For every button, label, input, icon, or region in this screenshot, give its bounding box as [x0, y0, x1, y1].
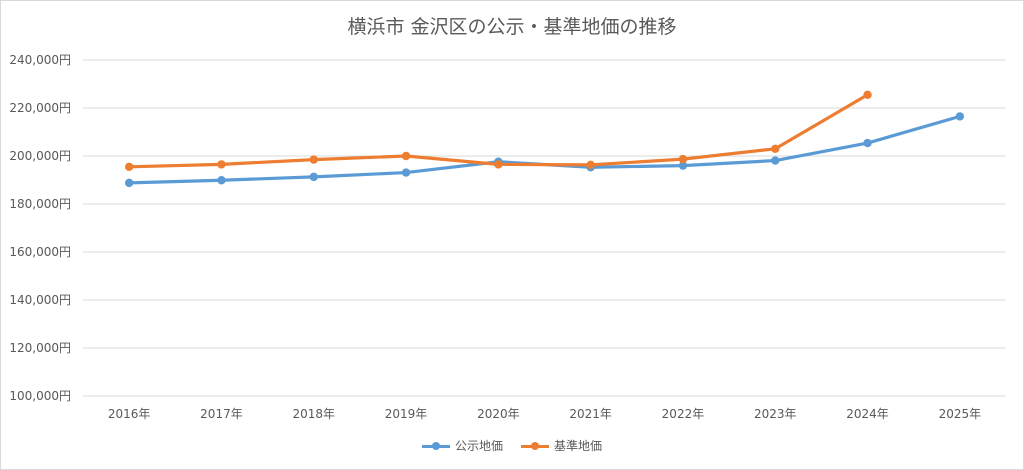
- data-point-series-2: [678, 154, 688, 164]
- x-tick-label: 2020年: [477, 407, 520, 421]
- x-tick-label: 2025年: [939, 407, 982, 421]
- data-point-series-1: [124, 178, 134, 188]
- legend-swatch-public-price: [421, 440, 450, 452]
- y-tick-label: 220,000円: [9, 101, 71, 115]
- x-tick-label: 2016年: [108, 407, 151, 421]
- data-point-series-2: [771, 144, 780, 153]
- data-point-series-1: [678, 161, 688, 170]
- x-tick-label: 2017年: [200, 407, 243, 421]
- x-tick-label: 2023年: [754, 407, 797, 421]
- data-point-series-1: [217, 176, 226, 185]
- y-tick-label: 240,000円: [9, 53, 71, 67]
- y-tick-label: 120,000円: [9, 341, 71, 355]
- x-tick-label: 2019年: [385, 407, 428, 421]
- data-point-series-2: [309, 155, 318, 164]
- data-point-series-1: [401, 168, 411, 177]
- legend-item-public-price[interactable]: 公示地価: [421, 437, 503, 454]
- y-tick-label: 180,000円: [9, 197, 71, 211]
- legend-label-public-price: 公示地価: [454, 439, 503, 453]
- data-point-series-1: [309, 172, 318, 182]
- y-tick-label: 160,000円: [9, 245, 71, 259]
- series-line-1: [127, 114, 962, 185]
- data-point-series-2: [217, 160, 226, 169]
- y-tick-label: 100,000円: [9, 389, 71, 403]
- y-tick-label: 200,000円: [9, 149, 71, 163]
- data-point-series-1: [863, 138, 872, 148]
- data-point-series-1: [955, 112, 965, 121]
- x-tick-label: 2024年: [846, 407, 889, 421]
- data-point-series-2: [124, 162, 134, 171]
- legend-swatch-standard-price: [521, 440, 549, 452]
- x-tick-label: 2021年: [569, 407, 612, 421]
- legend: 公示地価 基準地価: [0, 437, 1024, 454]
- data-point-series-2: [863, 90, 872, 100]
- chart-title: 横浜市 金沢区の公示・基準地価の推移: [347, 16, 677, 38]
- legend-item-standard-price[interactable]: 基準地価: [521, 437, 602, 454]
- y-tick-label: 140,000円: [9, 293, 71, 307]
- x-tick-label: 2022年: [662, 407, 705, 421]
- x-tick-label: 2018年: [292, 407, 335, 421]
- data-point-series-2: [401, 151, 411, 161]
- data-point-series-2: [494, 160, 503, 169]
- legend-label-standard-price: 基準地価: [554, 439, 603, 453]
- data-point-series-2: [586, 160, 595, 170]
- data-point-series-1: [771, 156, 780, 165]
